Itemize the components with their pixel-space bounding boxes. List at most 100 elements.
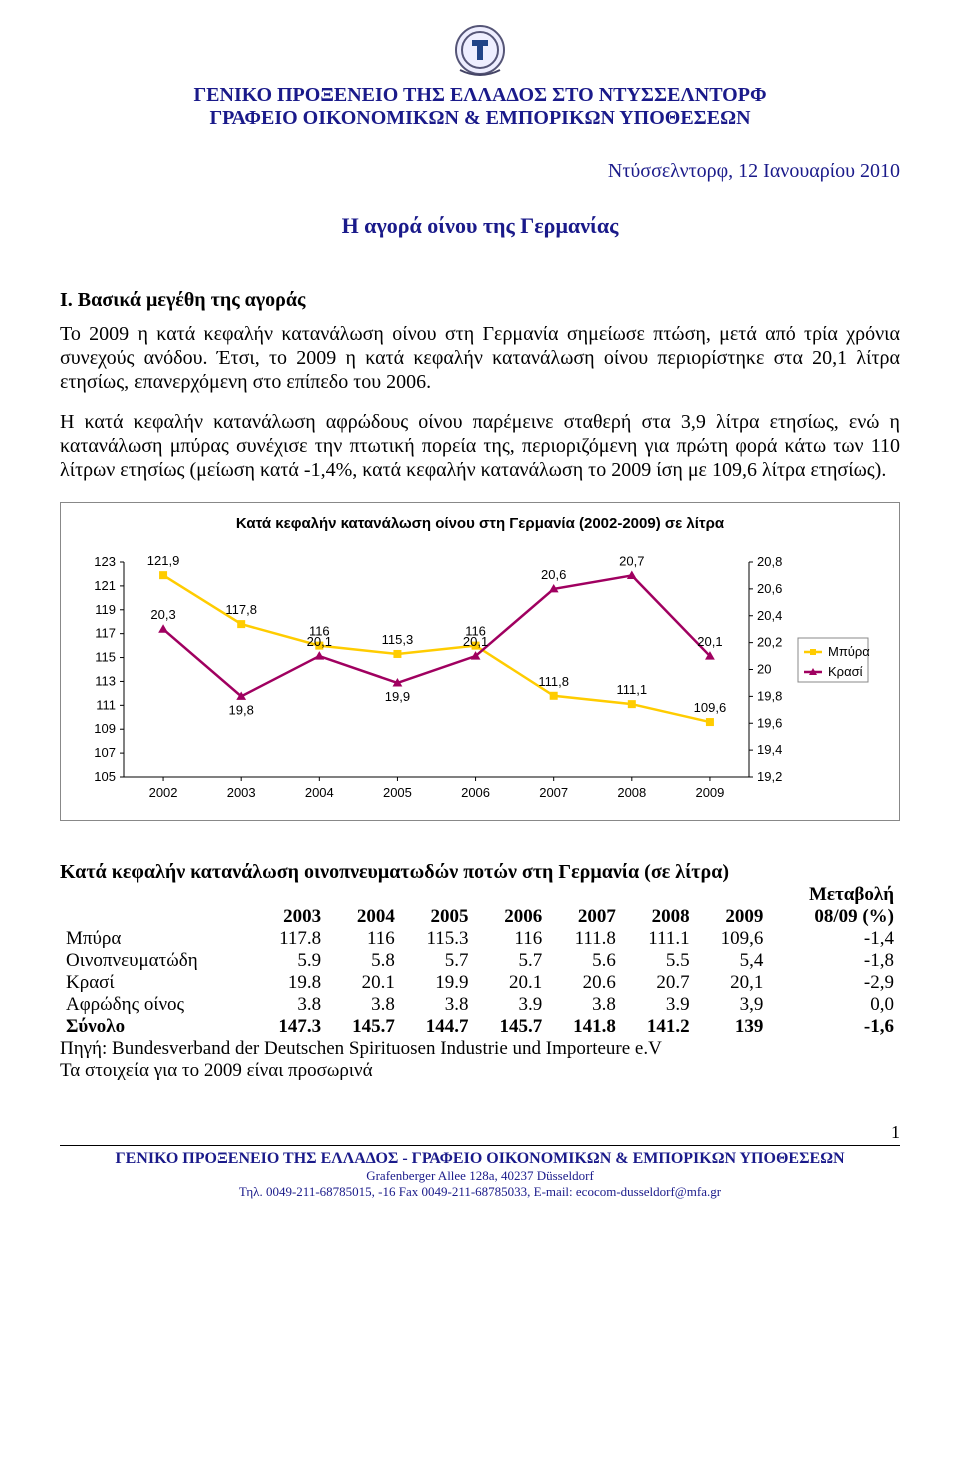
table-header-cell: 2007 <box>548 906 622 928</box>
table-cell: -1,8 <box>769 950 900 972</box>
table-cell: 20,1 <box>696 972 770 994</box>
svg-text:2003: 2003 <box>227 785 256 800</box>
table-title: Κατά κεφαλήν κατανάλωση οινοπνευματωδών … <box>60 861 900 884</box>
table-total-cell: 141.2 <box>622 1016 696 1038</box>
footer-line-2: Grafenberger Allee 128a, 40237 Düsseldor… <box>60 1168 900 1184</box>
svg-text:121: 121 <box>94 578 116 593</box>
table-cell: 20.7 <box>622 972 696 994</box>
svg-text:19,6: 19,6 <box>757 715 782 730</box>
table-cell: 3.9 <box>622 994 696 1016</box>
table-cell: 115.3 <box>401 928 475 950</box>
svg-text:2002: 2002 <box>149 785 178 800</box>
svg-text:19,2: 19,2 <box>757 769 782 784</box>
table-header-cell: Μεταβολή <box>769 884 900 906</box>
letterhead: ΓΕΝΙΚΟ ΠΡΟΞΕΝΕΙΟ ΤΗΣ ΕΛΛΑΔΟΣ ΣΤΟ ΝΤΥΣΣΕΛ… <box>60 20 900 130</box>
table-cell: 5.7 <box>401 950 475 972</box>
footer-line-1: ΓΕΝΙΚΟ ΠΡΟΞΕΝΕΙΟ ΤΗΣ ΕΛΛΑΔΟΣ - ΓΡΑΦΕΙΟ Ο… <box>60 1150 900 1168</box>
svg-text:20,1: 20,1 <box>307 634 332 649</box>
svg-text:109: 109 <box>94 721 116 736</box>
svg-text:2004: 2004 <box>305 785 334 800</box>
table-header-cell: 2008 <box>622 906 696 928</box>
svg-text:123: 123 <box>94 554 116 569</box>
table-cell: Κρασί <box>60 972 253 994</box>
table-header-cell: 08/09 (%) <box>769 906 900 928</box>
table-cell: 20.1 <box>475 972 549 994</box>
svg-text:119: 119 <box>95 602 116 617</box>
table-header-cell <box>696 884 770 906</box>
header-line-1: ΓΕΝΙΚΟ ΠΡΟΞΕΝΕΙΟ ΤΗΣ ΕΛΛΑΔΟΣ ΣΤΟ ΝΤΥΣΣΕΛ… <box>60 84 900 107</box>
table-header-cell <box>622 884 696 906</box>
svg-text:105: 105 <box>94 769 116 784</box>
svg-text:20,7: 20,7 <box>619 553 644 568</box>
table-header-cell <box>475 884 549 906</box>
table-header-cell: 2009 <box>696 906 770 928</box>
svg-text:19,8: 19,8 <box>229 702 254 717</box>
svg-text:111,8: 111,8 <box>538 674 569 689</box>
table-total-cell: 141.8 <box>548 1016 622 1038</box>
svg-text:107: 107 <box>94 745 116 760</box>
table-cell: 116 <box>475 928 549 950</box>
table-cell: 3.8 <box>401 994 475 1016</box>
table-cell: 19.8 <box>253 972 327 994</box>
table-cell: 5.9 <box>253 950 327 972</box>
table-cell: 116 <box>327 928 401 950</box>
table-header-cell <box>253 884 327 906</box>
svg-text:19,8: 19,8 <box>757 688 782 703</box>
coat-of-arms-icon <box>450 20 510 80</box>
page-number: 1 <box>60 1122 900 1143</box>
svg-text:115,3: 115,3 <box>382 632 414 647</box>
table-cell: 3.8 <box>327 994 401 1016</box>
svg-text:19,4: 19,4 <box>757 742 782 757</box>
consumption-chart: Κατά κεφαλήν κατανάλωση οίνου στη Γερμαν… <box>60 502 900 821</box>
table-cell: 20.6 <box>548 972 622 994</box>
svg-text:20,2: 20,2 <box>757 635 782 650</box>
svg-text:2006: 2006 <box>461 785 490 800</box>
table-header-cell: 2005 <box>401 906 475 928</box>
table-cell: 5,4 <box>696 950 770 972</box>
svg-text:121,9: 121,9 <box>147 553 180 568</box>
svg-text:117,8: 117,8 <box>225 602 257 617</box>
svg-text:20,4: 20,4 <box>757 608 782 623</box>
table-header-cell: 2003 <box>253 906 327 928</box>
document-title: Η αγορά οίνου της Γερμανίας <box>60 213 900 239</box>
table-header-cell: 2004 <box>327 906 401 928</box>
chart-title: Κατά κεφαλήν κατανάλωση οίνου στη Γερμαν… <box>69 515 891 532</box>
table-header-cell <box>401 884 475 906</box>
table-cell: 111.8 <box>548 928 622 950</box>
table-header-cell <box>327 884 401 906</box>
consumption-table: Μεταβολή200320042005200620072008200908/0… <box>60 884 900 1038</box>
table-total-cell: -1,6 <box>769 1016 900 1038</box>
table-cell: 5.5 <box>622 950 696 972</box>
footer-line-3: Τηλ. 0049-211-68785015, -16 Fax 0049-211… <box>60 1184 900 1200</box>
svg-text:20: 20 <box>757 662 771 677</box>
table-cell: 5.8 <box>327 950 401 972</box>
svg-text:111: 111 <box>96 697 116 712</box>
table-cell: 3.8 <box>548 994 622 1016</box>
table-cell: -1,4 <box>769 928 900 950</box>
table-total-cell: 144.7 <box>401 1016 475 1038</box>
table-cell: 0,0 <box>769 994 900 1016</box>
svg-text:113: 113 <box>95 673 116 688</box>
table-total-cell: Σύνολο <box>60 1016 253 1038</box>
table-total-cell: 145.7 <box>327 1016 401 1038</box>
svg-text:117: 117 <box>95 626 116 641</box>
table-cell: 19.9 <box>401 972 475 994</box>
table-source: Πηγή: Bundesverband der Deutschen Spirit… <box>60 1038 900 1060</box>
table-total-cell: 139 <box>696 1016 770 1038</box>
svg-text:20,1: 20,1 <box>697 634 722 649</box>
footer: ΓΕΝΙΚΟ ΠΡΟΞΕΝΕΙΟ ΤΗΣ ΕΛΛΑΔΟΣ - ΓΡΑΦΕΙΟ Ο… <box>60 1145 900 1200</box>
table-cell: 5.7 <box>475 950 549 972</box>
table-cell: -2,9 <box>769 972 900 994</box>
svg-text:2005: 2005 <box>383 785 412 800</box>
svg-text:19,9: 19,9 <box>385 689 410 704</box>
section-1-para-1: Το 2009 η κατά κεφαλήν κατανάλωση οίνου … <box>60 322 900 394</box>
svg-text:2007: 2007 <box>539 785 568 800</box>
table-cell: 3,9 <box>696 994 770 1016</box>
table-cell: 117.8 <box>253 928 327 950</box>
svg-text:2008: 2008 <box>617 785 646 800</box>
table-header-cell <box>60 906 253 928</box>
table-header-cell <box>548 884 622 906</box>
section-1-para-2: Η κατά κεφαλήν κατανάλωση αφρώδους οίνου… <box>60 410 900 482</box>
table-total-cell: 145.7 <box>475 1016 549 1038</box>
section-1-heading: Ι. Βασικά μεγέθη της αγοράς <box>60 289 900 312</box>
